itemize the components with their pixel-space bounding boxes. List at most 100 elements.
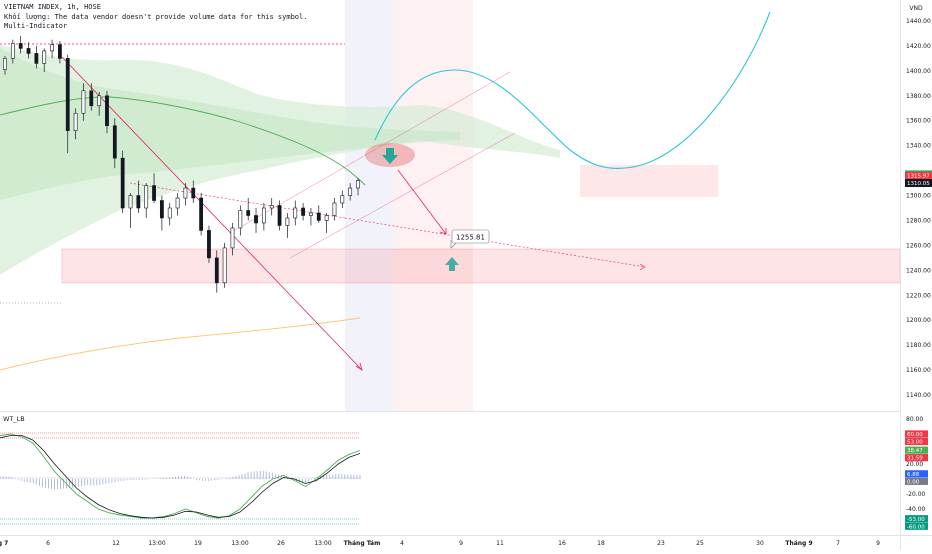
time-axis-label: 12: [112, 540, 120, 547]
price-callout-label: 1255.81: [456, 234, 485, 242]
down-arrow-icon: [382, 148, 398, 164]
osc-badge: 60.00: [905, 430, 928, 438]
pane-separator[interactable]: [0, 411, 900, 412]
time-axis-label: g 7: [0, 540, 8, 547]
price-badge: 1310.05: [905, 179, 932, 188]
price-tick-label: 1220.00: [906, 292, 931, 299]
candle: [293, 200, 298, 226]
time-axis-label: Tháng Tám: [344, 540, 381, 547]
candle: [230, 222, 235, 256]
support-zone: [61, 248, 901, 284]
candle: [128, 193, 133, 228]
candle: [246, 198, 251, 221]
candle: [120, 150, 125, 213]
price-axis[interactable]: VND 1440.00 1420.00 1400.00 1380.00 1360.00 1…: [906, 5, 931, 399]
candle: [136, 180, 141, 213]
time-axis-label: 6: [46, 540, 50, 547]
osc-badge-label: 31.59: [907, 456, 923, 462]
time-axis-label: 23: [657, 540, 665, 547]
resistance-zone: [580, 165, 718, 197]
osc-badge-label: -60.00: [907, 524, 925, 530]
candle: [316, 205, 321, 223]
osc-badge-label: -53.00: [907, 517, 925, 523]
candle: [26, 42, 31, 59]
trendline-down-head: [355, 362, 363, 371]
osc-badge-label: 60.00: [907, 432, 923, 438]
candle: [269, 198, 274, 216]
candle: [167, 203, 172, 226]
time-axis-label: 13:00: [148, 540, 165, 547]
price-badge-label: 1315.97: [907, 174, 930, 180]
price-badge: 1315.97: [905, 171, 932, 180]
candle: [301, 203, 305, 221]
candle: [97, 92, 102, 116]
candle: [10, 39, 15, 64]
osc-badge: 38.47: [905, 446, 928, 454]
time-axis[interactable]: g 7 6 12 13:00 19 13:00 26 13:00 Tháng Tám 4 9 11 16…: [0, 540, 880, 547]
candle: [81, 83, 86, 121]
osc-badge: 53.00: [905, 437, 928, 446]
candle: [50, 39, 54, 59]
osc-badge: 31.59: [905, 454, 928, 462]
channel-lower: [289, 132, 516, 259]
osc-tick-label: -20.00: [906, 491, 926, 498]
time-axis-label: 18: [597, 540, 605, 547]
candle: [58, 40, 62, 64]
osc-tick-label: 80.00: [906, 416, 923, 423]
ma-orange-line: [0, 317, 361, 371]
price-tick-label: 1300.00: [906, 193, 931, 200]
oscillator-title: WT_LB: [3, 415, 25, 423]
candle: [105, 90, 109, 134]
price-tick-label: 1340.00: [906, 143, 931, 150]
price-tick-label: 1440.00: [906, 18, 931, 25]
price-badge-label: 1310.05: [907, 181, 930, 187]
candle: [348, 183, 353, 201]
trendline-down: [61, 56, 363, 371]
price-tick-label: 1280.00: [906, 217, 931, 224]
price-tick-label: 1180.00: [906, 342, 931, 349]
candle: [159, 195, 164, 231]
candle: [65, 54, 70, 154]
oscillator-badges: 60.00 53.00 38.47 31.59 6.880.00 -53.00-60.00: [905, 430, 928, 530]
candle: [285, 212, 290, 238]
volume-note: Khối lượng: The data vendor doesn't prov…: [4, 13, 308, 21]
candle: [324, 212, 329, 233]
candle: [3, 55, 7, 75]
wedge-projection: [344, 217, 646, 268]
candle: [18, 35, 23, 54]
candle: [356, 178, 360, 196]
candle: [214, 250, 219, 293]
osc-badge-label: 38.47: [907, 448, 923, 454]
osc-tick-label: -40.00: [906, 506, 926, 513]
time-band-blue: [345, 0, 393, 411]
candle: [340, 190, 345, 208]
osc-badge-label: 0.00: [907, 479, 920, 485]
candle: [183, 183, 188, 206]
oscillator-axis[interactable]: 80.00 20.00 -20.00 -40.00: [906, 416, 926, 513]
time-axis-separator: [0, 535, 932, 536]
price-tick-label: 1360.00: [906, 118, 931, 125]
candle: [332, 198, 337, 221]
symbol-title[interactable]: VIETNAM INDEX, 1h, HOSE: [4, 3, 101, 11]
wedge-projection-head: [639, 263, 646, 271]
wedge-top: [129, 182, 346, 219]
time-axis-label: Tháng 9: [785, 540, 812, 547]
candles: [3, 35, 360, 293]
price-callout: 1255.81: [450, 229, 490, 249]
time-axis-label: 9: [876, 540, 880, 547]
candle: [175, 193, 180, 216]
price-tick-label: 1400.00: [906, 68, 931, 75]
candle: [309, 208, 313, 226]
time-axis-label: 4: [400, 540, 404, 547]
indicator-name[interactable]: Multi-Indicator: [4, 22, 68, 30]
osc-wt2-line: [0, 435, 361, 519]
candle: [261, 203, 266, 231]
osc-badge: -60.00: [905, 522, 928, 530]
channel-upper: [229, 71, 511, 234]
time-axis-label: 25: [696, 540, 704, 547]
price-tick-label: 1200.00: [906, 317, 931, 324]
candle: [191, 180, 196, 204]
osc-badge-label: 6.88: [907, 472, 920, 478]
